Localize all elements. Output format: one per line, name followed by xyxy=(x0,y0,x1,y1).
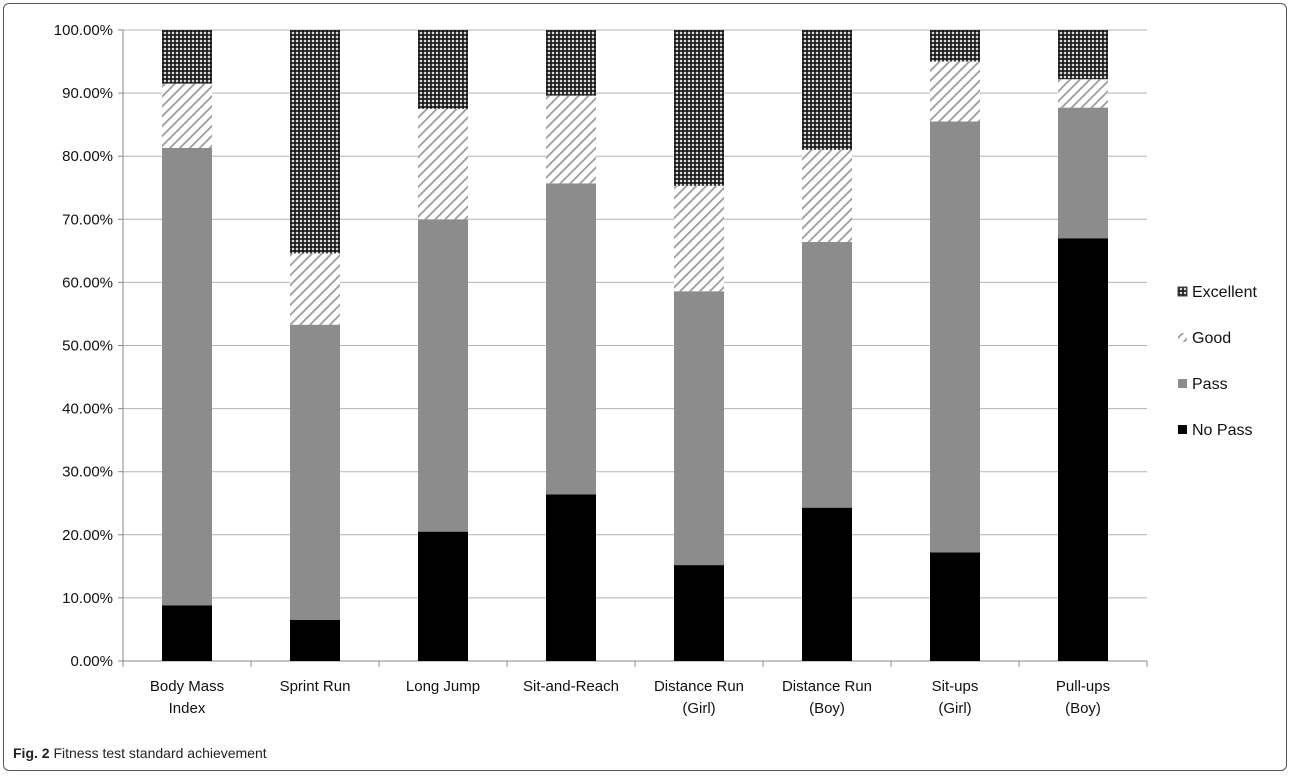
axes: 0.00% 10.00% 20.00% 30.00% 40.00% 50.00% 60.00… xyxy=(54,22,1148,717)
bar-segment-excellent xyxy=(546,30,596,96)
y-tick-label: 20.00% xyxy=(62,527,113,544)
bar-segment-good xyxy=(802,149,852,243)
bar-segment-good xyxy=(674,185,724,292)
bar-segment-pass xyxy=(546,183,596,495)
bar-segment-pass xyxy=(418,219,468,532)
bar-segment-no-pass xyxy=(930,552,980,661)
x-tick-label: Sit-ups (Girl) xyxy=(932,678,979,717)
bar-segment-no-pass xyxy=(674,565,724,661)
bar-segment-good xyxy=(1058,79,1108,108)
bar-segment-good xyxy=(162,83,212,148)
bar-segment-excellent xyxy=(802,30,852,150)
y-tick-label: 90.00% xyxy=(62,85,113,102)
bar-segment-no-pass xyxy=(546,494,596,661)
bar-segment-no-pass xyxy=(802,507,852,661)
bar-segment-pass xyxy=(674,291,724,566)
bar-segment-pass xyxy=(802,242,852,508)
legend-swatch xyxy=(1177,286,1188,297)
y-tick-label: 80.00% xyxy=(62,148,113,165)
x-tick-label: Sit-and-Reach xyxy=(523,678,619,695)
legend-label: No Pass xyxy=(1192,422,1252,439)
y-tick-label: 100.00% xyxy=(54,22,113,39)
bar-segment-excellent xyxy=(418,30,468,109)
bar-segment-pass xyxy=(162,147,212,606)
bars xyxy=(162,30,1108,662)
bar-segment-good xyxy=(546,95,596,184)
x-tick-label: Pull-ups (Boy) xyxy=(1056,678,1110,717)
caption-label: Fig. 2 xyxy=(13,745,50,761)
bar-segment-pass xyxy=(1058,107,1108,239)
bar-segment-excellent xyxy=(1058,30,1108,80)
bar-segment-excellent xyxy=(930,30,980,62)
legend: Excellent Good Pass No Pass xyxy=(1177,284,1257,439)
legend-swatch xyxy=(1178,379,1187,388)
y-tick-label: 50.00% xyxy=(62,338,113,355)
figure-caption: Fig. 2 Fitness test standard achievement xyxy=(13,745,267,761)
y-tick-label: 40.00% xyxy=(62,401,113,418)
legend-label: Excellent xyxy=(1192,284,1257,301)
bar-segment-excellent xyxy=(290,30,340,254)
legend-swatch xyxy=(1178,333,1187,342)
bar-segment-good xyxy=(930,61,980,122)
bar-segment-excellent xyxy=(162,30,212,84)
bar-segment-no-pass xyxy=(418,531,468,661)
legend-swatch xyxy=(1178,425,1187,434)
y-tick-label: 10.00% xyxy=(62,590,113,607)
bar-segment-pass xyxy=(290,324,340,620)
bar-segment-good xyxy=(290,253,340,325)
bar-segment-no-pass xyxy=(290,619,340,661)
bar-segment-no-pass xyxy=(162,605,212,661)
bar-segment-pass xyxy=(930,121,980,553)
x-tick-label: Distance Run (Girl) xyxy=(654,678,744,717)
x-tick-label: Body Mass Index xyxy=(150,678,224,717)
gridlines xyxy=(123,29,1147,599)
bar-segment-no-pass xyxy=(1058,238,1108,662)
x-tick-label: Sprint Run xyxy=(280,678,351,695)
caption-text: Fitness test standard achievement xyxy=(53,745,267,761)
legend-label: Good xyxy=(1192,330,1231,347)
bar-segment-good xyxy=(418,108,468,220)
x-tick-label: Distance Run (Boy) xyxy=(782,678,872,717)
legend-label: Pass xyxy=(1192,376,1228,393)
y-tick-label: 30.00% xyxy=(62,464,113,481)
y-tick-label: 70.00% xyxy=(62,211,113,228)
y-tick-label: 0.00% xyxy=(70,653,113,670)
y-tick-label: 60.00% xyxy=(62,274,113,291)
bar-segment-excellent xyxy=(674,30,724,186)
x-tick-label: Long Jump xyxy=(406,678,480,695)
